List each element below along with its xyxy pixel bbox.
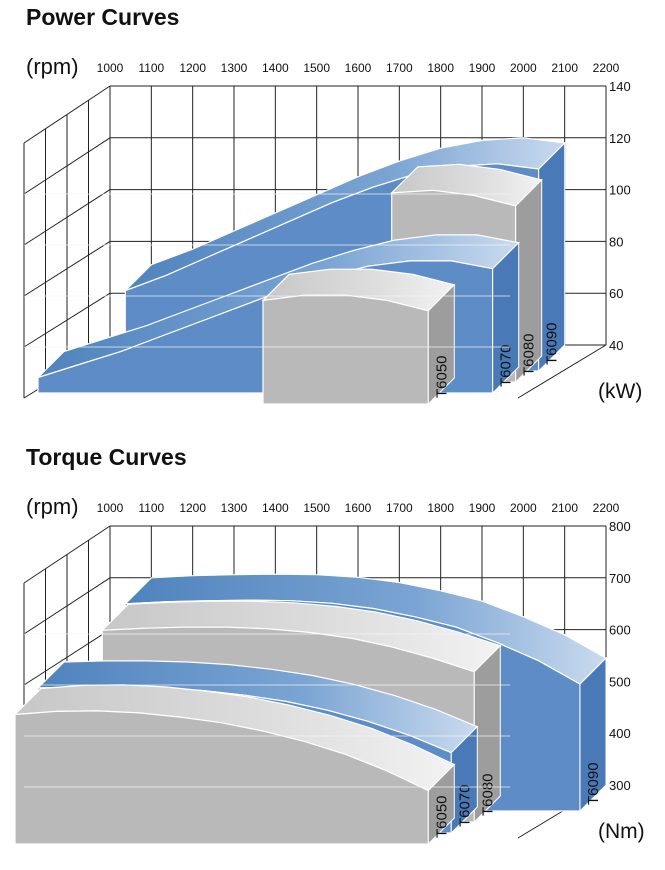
x-tick-label: 1600 <box>345 61 372 75</box>
x-tick-label: 1700 <box>386 501 413 515</box>
y-tick-label: 80 <box>609 234 623 249</box>
series-label: T6080 <box>521 333 538 376</box>
power-chart: 1000 1100 1200 1300 1400 1500 1600 1700 1800 1900… <box>23 61 631 406</box>
x-tick-label: 1600 <box>345 501 372 515</box>
power-curves-panel: Power Curves (rpm) (kW) 1000 1100 1200 1300… <box>0 0 665 430</box>
y-tick-label: 120 <box>609 131 631 146</box>
x-tick-label: 1100 <box>138 501 164 515</box>
series-label: T6090 <box>585 762 602 805</box>
x-tick-label: 1300 <box>221 501 248 515</box>
series-end-wall <box>427 283 455 406</box>
x-tick-label: 1100 <box>138 61 164 75</box>
chart-title: Power Curves <box>26 4 180 30</box>
series-label: T6050 <box>433 355 450 398</box>
x-tick-label: 1900 <box>469 501 496 515</box>
x-axis-label: (rpm) <box>26 54 79 79</box>
series-label: T6090 <box>544 322 561 365</box>
x-tick-label: 1800 <box>427 61 454 75</box>
y-tick-label: 700 <box>609 571 631 586</box>
x-tick-label: 1400 <box>262 61 289 75</box>
x-tick-label: 1900 <box>469 61 496 75</box>
torque-chart: 1000 1100 1200 1300 1400 1500 1600 1700 1800 1900… <box>13 501 631 846</box>
y-tick-label: 60 <box>609 286 623 301</box>
x-tick-label: 2200 <box>593 61 620 75</box>
series-end-wall <box>492 241 520 395</box>
series-t6050: T6050 <box>261 268 456 406</box>
series-label: T6080 <box>479 773 496 816</box>
x-tick-label: 1500 <box>303 501 330 515</box>
series-label: T6050 <box>433 795 450 838</box>
series-label: T6070 <box>498 344 515 387</box>
floor-edge <box>517 344 607 399</box>
x-tick-label: 2000 <box>510 501 537 515</box>
x-tick-label: 2100 <box>551 61 578 75</box>
y-axis-label: (kW) <box>598 380 643 403</box>
series-t6050: T6050 <box>13 684 456 846</box>
x-tick-label: 1300 <box>221 61 248 75</box>
x-tick-label: 1200 <box>179 61 206 75</box>
y-tick-label: 40 <box>609 338 623 353</box>
series-end-wall <box>579 656 607 813</box>
torque-curves-panel: Torque Curves (rpm) (Nm) 1000 1100 1200 130… <box>0 440 665 870</box>
y-axis-label: (Nm) <box>598 820 645 843</box>
y-tick-label: 600 <box>609 623 631 638</box>
y-tick-label: 400 <box>609 726 631 741</box>
x-tick-label: 2200 <box>593 501 620 515</box>
x-tick-label: 1000 <box>97 501 124 515</box>
x-axis-label: (rpm) <box>26 494 79 519</box>
y-tick-label: 800 <box>609 519 631 534</box>
x-tick-label: 1400 <box>262 501 289 515</box>
y-tick-label: 140 <box>609 79 631 94</box>
y-tick-label: 100 <box>609 183 631 198</box>
x-tick-label: 1800 <box>427 501 454 515</box>
x-tick-label: 2100 <box>551 501 578 515</box>
x-tick-label: 2000 <box>510 61 537 75</box>
x-tick-label: 1700 <box>386 61 413 75</box>
x-tick-label: 1000 <box>97 61 124 75</box>
chart-title: Torque Curves <box>26 444 187 470</box>
y-tick-label: 500 <box>609 674 631 689</box>
series-end-wall <box>427 763 455 846</box>
series-label: T6070 <box>456 784 473 827</box>
face-gridlines <box>24 193 510 348</box>
x-tick-label: 1200 <box>179 501 206 515</box>
face-gridlines <box>24 633 510 788</box>
x-tick-label: 1500 <box>303 61 330 75</box>
y-tick-label: 300 <box>609 778 631 793</box>
